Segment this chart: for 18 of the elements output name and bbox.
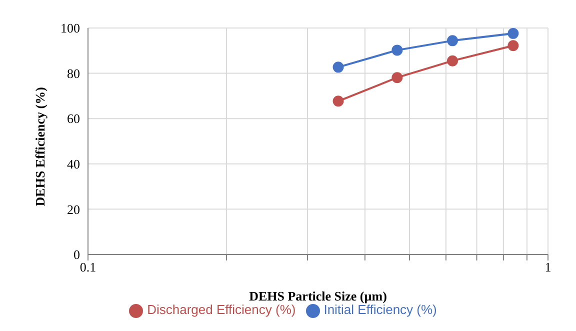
y-axis-title: DEHS Efficiency (%) <box>32 87 48 206</box>
point <box>332 62 344 73</box>
legend-label: Discharged Efficiency (%) <box>147 302 296 318</box>
y-tick-label: 80 <box>67 66 80 81</box>
point <box>392 72 403 84</box>
point <box>508 40 519 52</box>
point <box>392 44 403 56</box>
y-tick-label: 20 <box>67 202 80 217</box>
y-tick-label: 40 <box>67 156 80 172</box>
x-tick-label: 0.1 <box>80 260 96 275</box>
y-tick-label: 60 <box>67 111 80 126</box>
point <box>332 96 344 107</box>
legend-label: Initial Efficiency (%) <box>324 302 437 318</box>
x-axis-title: DEHS Particle Size (µm) <box>249 288 387 304</box>
point <box>508 28 519 39</box>
x-tick-label: 1 <box>544 260 552 275</box>
y-tick-label: 0 <box>74 247 80 262</box>
y-tick-label: 100 <box>60 20 80 36</box>
